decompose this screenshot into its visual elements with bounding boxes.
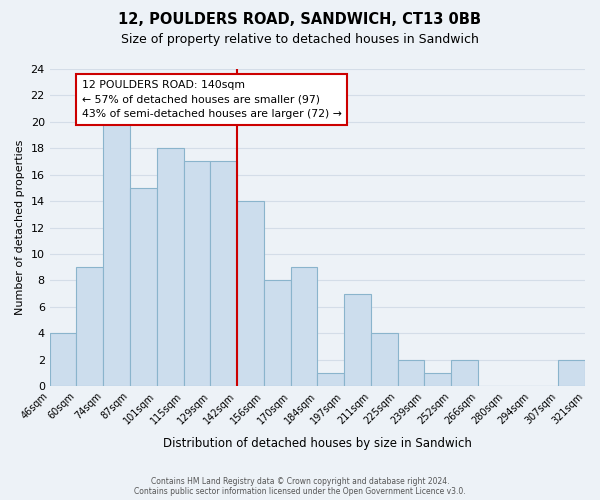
- Bar: [317, 373, 344, 386]
- Bar: [371, 333, 398, 386]
- Text: Size of property relative to detached houses in Sandwich: Size of property relative to detached ho…: [121, 32, 479, 46]
- Bar: [290, 267, 317, 386]
- Bar: [344, 294, 371, 386]
- Text: 12 POULDERS ROAD: 140sqm
← 57% of detached houses are smaller (97)
43% of semi-d: 12 POULDERS ROAD: 140sqm ← 57% of detach…: [82, 80, 341, 119]
- Bar: [558, 360, 585, 386]
- X-axis label: Distribution of detached houses by size in Sandwich: Distribution of detached houses by size …: [163, 437, 472, 450]
- Bar: [424, 373, 451, 386]
- Text: Contains HM Land Registry data © Crown copyright and database right 2024.
Contai: Contains HM Land Registry data © Crown c…: [134, 476, 466, 496]
- Bar: [210, 162, 237, 386]
- Bar: [264, 280, 290, 386]
- Bar: [184, 162, 210, 386]
- Bar: [103, 122, 130, 386]
- Bar: [398, 360, 424, 386]
- Bar: [157, 148, 184, 386]
- Text: 12, POULDERS ROAD, SANDWICH, CT13 0BB: 12, POULDERS ROAD, SANDWICH, CT13 0BB: [119, 12, 482, 28]
- Y-axis label: Number of detached properties: Number of detached properties: [15, 140, 25, 315]
- Bar: [130, 188, 157, 386]
- Bar: [237, 201, 264, 386]
- Bar: [50, 333, 76, 386]
- Bar: [76, 267, 103, 386]
- Bar: [451, 360, 478, 386]
